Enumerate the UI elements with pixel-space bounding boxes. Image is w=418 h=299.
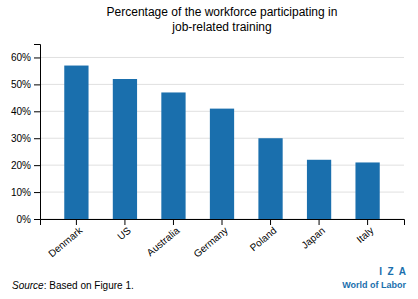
x-tick: US [115,219,133,242]
bar [258,138,282,219]
y-tick-label: 60% [11,52,31,63]
x-tick: Japan [299,219,327,251]
x-tick: Denmark [46,219,85,259]
y-tick-label: 50% [11,79,31,90]
x-axis: Denmark US Australia Germany Poland Japan Ital… [41,219,405,260]
x-tick-label: Italy [354,225,375,245]
y-tick-mark [34,138,40,139]
y-tick-label: 30% [11,133,31,144]
source: Source: Based on Figure 1. [12,280,134,291]
x-axis-line [41,220,405,226]
y-tick-label: 40% [11,106,31,117]
bars [64,66,379,219]
y-axis: 0% 10% 20% 30% 40% 50% 60% [11,45,41,225]
y-tick-label: 20% [11,160,31,171]
bar [64,66,88,219]
y-tick-mark [34,219,40,220]
y-axis-line [34,45,41,220]
y-tick-mark [34,57,40,58]
y-tick-label: 0% [17,214,32,225]
x-tick-label: Australia [145,224,182,258]
chart: 0% 10% 20% 30% 40% 50% 60% Denmark US Australia Ge… [0,0,418,299]
y-tick: 20% [11,160,40,171]
x-tick-label: US [115,225,133,243]
x-tick-label: Poland [248,225,279,253]
grid-line [40,84,404,85]
source-text: : Based on Figure 1. [44,280,134,291]
y-tick: 0% [17,214,40,225]
y-tick-mark [34,192,40,193]
x-tick: Italy [354,219,375,245]
x-tick: Australia [145,219,182,258]
bar [161,92,185,219]
y-tick-mark [34,84,40,85]
logo-text: I Z A [379,266,406,277]
y-tick: 10% [11,187,40,198]
x-tick: Poland [248,219,279,253]
x-tick: Germany [191,219,230,260]
bar [113,79,137,219]
plot: 0% 10% 20% 30% 40% 50% 60% Denmark US Australia Ge… [11,45,405,260]
x-tick-label: Denmark [46,224,85,259]
grid-line [40,57,404,58]
y-tick-label: 10% [11,187,31,198]
x-tick-label: Germany [191,225,230,260]
title: Percentage of the workforce participatin… [107,5,338,34]
y-tick: 50% [11,79,40,90]
grid [40,57,404,219]
x-tick-label: Japan [299,225,327,251]
y-tick: 40% [11,106,40,117]
y-tick: 30% [11,133,40,144]
source-label: Source [12,280,44,291]
y-tick-mark [34,111,40,112]
logo-text: World of Labor [342,280,406,290]
y-tick-mark [34,165,40,166]
y-tick: 60% [11,52,40,63]
bar [210,109,234,219]
bar [355,162,379,219]
bar [307,160,331,219]
